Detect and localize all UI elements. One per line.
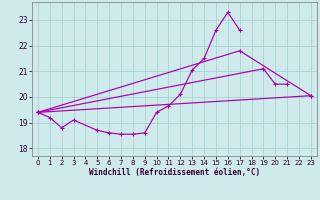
X-axis label: Windchill (Refroidissement éolien,°C): Windchill (Refroidissement éolien,°C) [89, 168, 260, 177]
